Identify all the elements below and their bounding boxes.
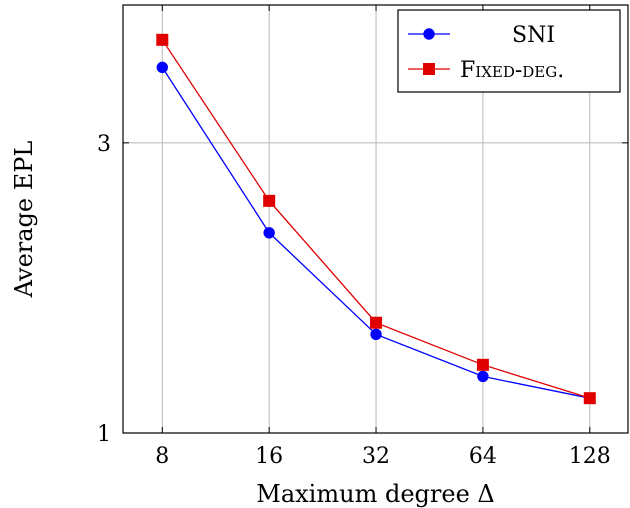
y-tick-label: 1 [97, 422, 111, 447]
data-point-sni [156, 61, 169, 74]
data-point-fixed-deg [263, 194, 276, 207]
x-tick-label: 8 [155, 444, 169, 469]
legend-box [397, 9, 621, 93]
data-point-fixed-deg [156, 33, 169, 46]
data-point-fixed-deg [583, 392, 596, 405]
data-point-sni [263, 227, 275, 239]
x-axis-ticks: 8 16 32 64 128 [155, 5, 611, 469]
x-tick-label: 32 [362, 444, 390, 469]
legend-label: SNI [512, 23, 555, 48]
series-fixed-deg [156, 33, 596, 405]
data-point-sni [370, 328, 382, 341]
x-tick-label: 128 [569, 444, 611, 469]
series-layer [156, 33, 596, 405]
y-tick-label: 3 [97, 132, 111, 157]
x-tick-label: 64 [469, 444, 497, 469]
legend-marker [423, 63, 435, 75]
legend-entry: Fixed-deg. [408, 58, 564, 83]
x-tick-label: 16 [255, 444, 283, 469]
legend: SNI Fixed-deg. [397, 9, 621, 93]
legend-marker [423, 28, 435, 40]
x-axis-label: Maximum degree Δ [256, 480, 494, 508]
data-point-fixed-deg [476, 358, 489, 371]
y-axis-label: Average EPL [10, 141, 38, 299]
data-point-fixed-deg [370, 316, 383, 329]
legend-entry: SNI [408, 23, 555, 48]
legend-label: Fixed-deg. [460, 58, 564, 83]
y-axis-ticks: 13 [97, 132, 628, 447]
plot-frame [122, 4, 629, 434]
data-point-sni [477, 370, 489, 383]
